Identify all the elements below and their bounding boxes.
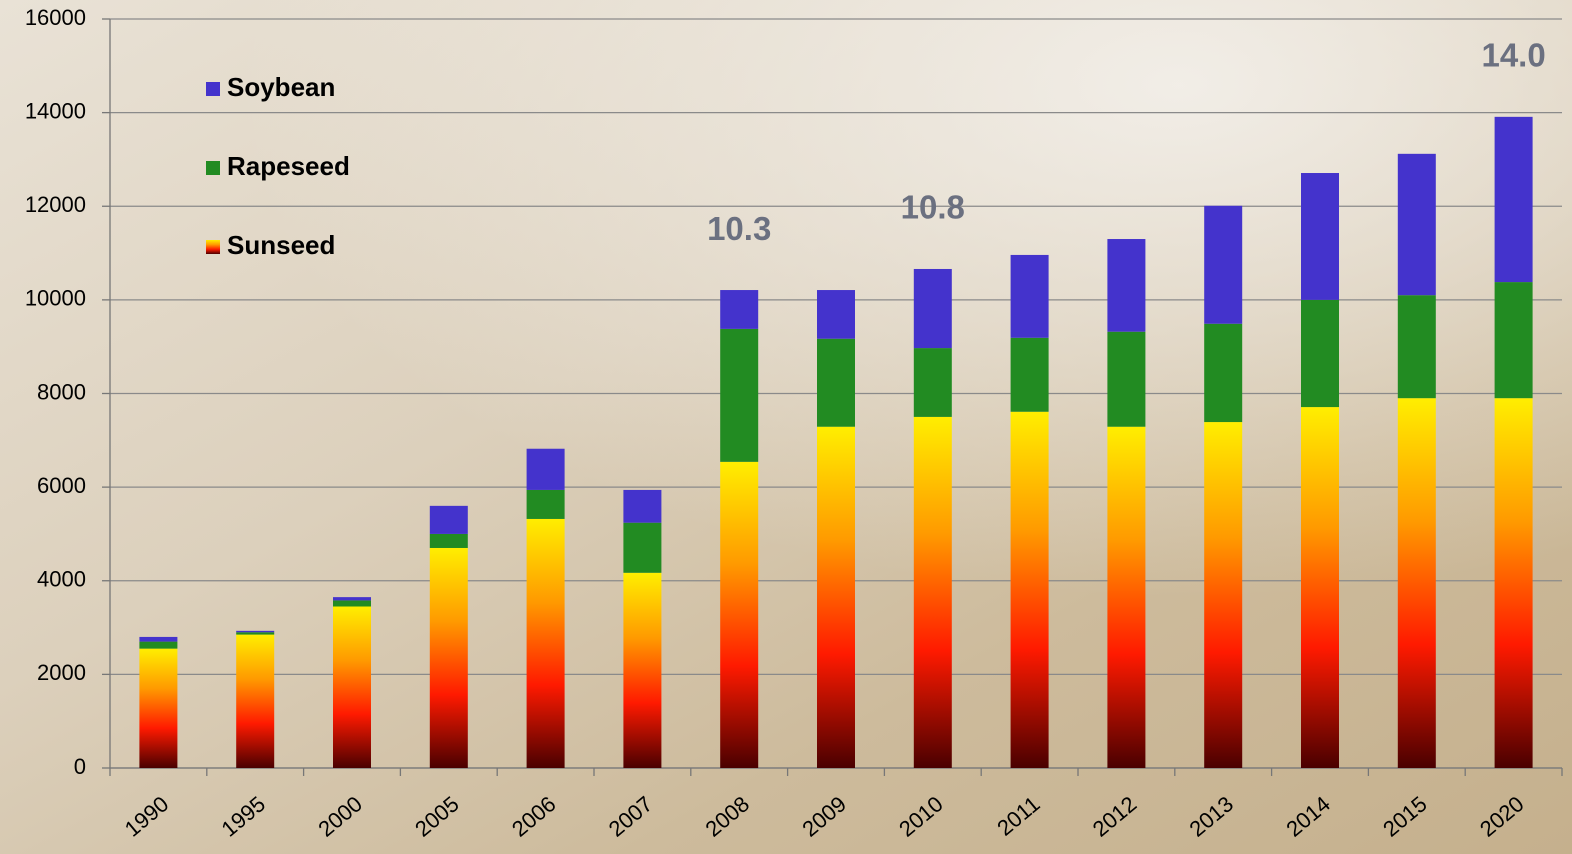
y-tick-label: 8000	[37, 379, 86, 404]
bar-segment	[333, 606, 371, 768]
y-tick-label: 2000	[37, 660, 86, 685]
bar-segment	[913, 348, 952, 417]
bar-segment	[623, 522, 662, 573]
bar-segment	[1107, 239, 1146, 332]
bar-segment	[623, 489, 662, 523]
bar-segment	[236, 632, 275, 635]
y-tick-label: 16000	[25, 5, 86, 30]
bar-segment	[1204, 422, 1243, 768]
y-tick-label: 14000	[25, 98, 86, 123]
bar-segment	[1301, 299, 1339, 408]
bar-segment	[1397, 153, 1436, 296]
bar-segment	[817, 290, 855, 339]
bar-segment	[1494, 282, 1533, 399]
bar-segment	[429, 547, 468, 768]
annotation: 10.8	[901, 189, 965, 226]
legend-label: Rapeseed	[227, 151, 350, 181]
bar-segment	[1301, 407, 1339, 768]
bar-segment	[526, 518, 565, 768]
legend-label: Soybean	[227, 72, 335, 102]
bar-segment	[720, 328, 759, 462]
bar-segment	[1397, 398, 1436, 768]
bar-segment	[1494, 398, 1533, 768]
bar-segment	[817, 338, 855, 427]
bar-segment	[139, 648, 178, 768]
bar-segment	[623, 572, 662, 768]
bar-segment	[236, 630, 275, 633]
annotation: 14.0	[1481, 37, 1545, 74]
y-tick-label: 12000	[25, 192, 86, 217]
y-tick-label: 10000	[25, 286, 86, 311]
bar-segment	[139, 636, 178, 642]
bar-segment	[817, 426, 855, 768]
legend-label: Sunseed	[227, 230, 335, 260]
y-tick-label: 6000	[37, 473, 86, 498]
bar-segment	[236, 634, 275, 768]
legend-swatch	[206, 240, 220, 254]
bar-segment	[1010, 411, 1049, 768]
bar-segment	[913, 416, 952, 768]
legend-swatch	[206, 82, 220, 96]
annotation: 10.3	[707, 210, 771, 247]
bar-segment	[1397, 295, 1436, 399]
bar-segment	[1204, 205, 1243, 324]
bar-segment	[139, 641, 178, 649]
y-tick-label: 0	[74, 754, 86, 779]
bar-segment	[1301, 173, 1339, 300]
bar-segment	[429, 533, 468, 548]
bar-segment	[1010, 337, 1049, 412]
legend-swatch	[206, 161, 220, 175]
bar-segment	[1204, 323, 1243, 423]
bar-segment	[429, 505, 468, 534]
bar-segment	[1107, 331, 1146, 427]
bar-segment	[1010, 254, 1049, 338]
bar-segment	[720, 290, 759, 329]
bar-segment	[526, 448, 565, 490]
bar-segment	[333, 597, 371, 601]
bar-segment	[333, 600, 371, 607]
bar-segment	[1494, 116, 1533, 283]
bar-segment	[526, 489, 565, 519]
bar-segment	[720, 461, 759, 768]
bar-segment	[913, 268, 952, 349]
bar-segment	[1107, 426, 1146, 768]
y-tick-label: 4000	[37, 567, 86, 592]
